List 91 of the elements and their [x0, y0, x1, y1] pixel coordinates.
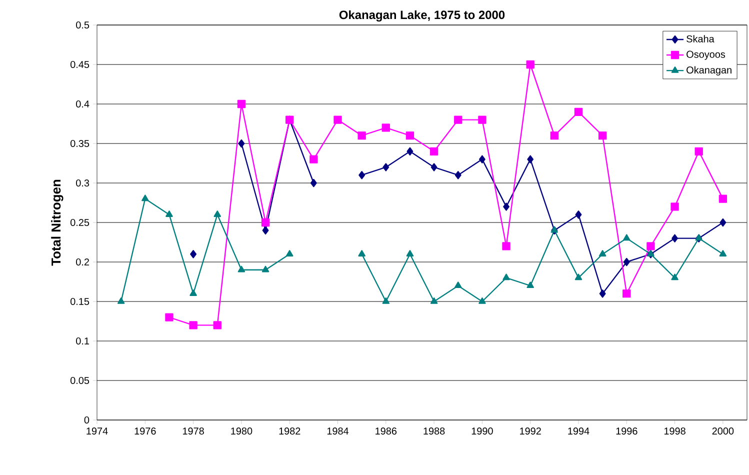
y-tick-label: 0.45 [70, 60, 90, 68]
x-tick-label: 1998 [664, 428, 686, 435]
x-tick-label: 1976 [134, 428, 156, 435]
y-tick-label: 0.3 [76, 179, 90, 187]
point [406, 132, 414, 140]
point [503, 202, 510, 211]
point [262, 226, 269, 234]
legend-label: Okanagan [686, 66, 732, 76]
point [430, 163, 438, 172]
y-tick-label: 0.2 [76, 258, 89, 266]
y-tick-label: 0.1 [76, 337, 90, 345]
point [718, 194, 728, 203]
point [214, 210, 221, 217]
point [598, 132, 607, 140]
point [430, 147, 438, 156]
point [382, 124, 390, 132]
point [671, 274, 678, 280]
x-tick-label: 1978 [182, 428, 204, 435]
point [599, 290, 606, 298]
point [454, 282, 462, 288]
point [262, 266, 270, 272]
point [574, 108, 583, 116]
x-tick-label: 1988 [424, 428, 445, 435]
y-tick-label: 0.05 [70, 376, 90, 384]
x-tick-label: 1990 [472, 428, 493, 435]
point [237, 100, 246, 108]
point [382, 163, 390, 172]
point [670, 202, 679, 211]
x-tick-label: 1992 [520, 428, 541, 435]
point [406, 250, 414, 256]
point [142, 194, 149, 202]
legend-label: Skaha [686, 35, 714, 42]
point [358, 132, 366, 140]
point [598, 250, 606, 256]
point [694, 147, 703, 156]
point [574, 274, 582, 280]
point [622, 290, 631, 298]
point [478, 116, 486, 124]
point [430, 297, 438, 304]
point [623, 234, 630, 241]
x-tick-label: 1986 [376, 428, 397, 435]
legend-label: Osoyoos [686, 50, 726, 60]
point [358, 171, 366, 180]
point [526, 282, 534, 288]
point [190, 290, 197, 296]
y-axis-title: Total Nitrogen [51, 180, 64, 266]
point [238, 139, 245, 148]
point [454, 171, 462, 180]
x-tick-label: 1996 [616, 428, 638, 435]
point [575, 210, 582, 219]
point [454, 116, 462, 124]
y-tick-label: 0.35 [70, 140, 90, 148]
x-tick-label: 1982 [279, 428, 300, 435]
point [358, 250, 366, 256]
point [502, 274, 510, 280]
point [286, 250, 294, 256]
y-tick-label: 0.5 [76, 21, 90, 29]
point [334, 116, 342, 124]
point [550, 132, 558, 140]
point [672, 234, 678, 242]
point [166, 210, 173, 217]
x-tick-label: 2000 [712, 428, 734, 435]
x-tick-label: 1984 [327, 428, 349, 435]
point [310, 178, 317, 188]
y-tick-label: 0.15 [70, 298, 90, 306]
point [527, 155, 534, 164]
point [189, 321, 198, 330]
point [623, 258, 630, 266]
point [213, 321, 222, 330]
y-tick-label: 0.25 [70, 218, 90, 226]
point [719, 250, 727, 256]
x-tick-label: 1974 [86, 428, 108, 435]
point [478, 297, 486, 304]
point [406, 147, 414, 156]
point [117, 297, 125, 304]
y-tick-label: 0 [84, 416, 90, 424]
point [720, 218, 726, 227]
point [646, 242, 655, 250]
point [238, 266, 246, 272]
point [310, 155, 318, 164]
chart-title: Okanagan Lake, 1975 to 2000 [339, 10, 505, 22]
point [190, 250, 197, 258]
x-tick-label: 1994 [568, 428, 590, 435]
point [502, 242, 510, 250]
point [526, 60, 534, 69]
point [478, 155, 486, 164]
y-tick-label: 0.4 [76, 100, 90, 108]
x-tick-label: 1980 [231, 428, 252, 435]
point [261, 218, 270, 227]
point [165, 313, 174, 322]
point [382, 297, 390, 304]
